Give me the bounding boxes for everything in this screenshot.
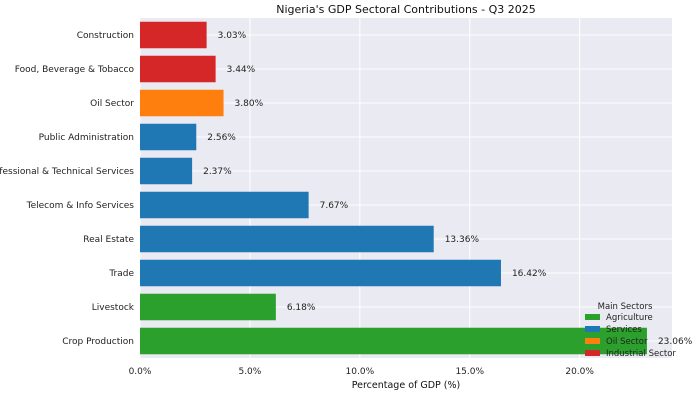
x-tick-label: 10.0% [346,367,375,377]
value-label: 3.80% [235,99,264,109]
x-axis-label: Percentage of GDP (%) [352,380,461,391]
x-tick-label: 5.0% [238,367,261,377]
value-label: 13.36% [445,235,480,245]
bar-telecom-info-services [140,191,309,219]
legend-label: Oil Sector [606,337,648,347]
x-tick-label: 0.0% [129,367,152,377]
bar-public-administration [140,123,197,151]
y-tick-label: Telecom & Info Services [26,201,135,211]
bars [140,21,647,355]
bar-construction [140,21,207,49]
y-tick-label: Professional & Technical Services [0,167,134,177]
axes: 0.0% 5.0% 10.0% 15.0% 20.0% Crop Production Li… [0,31,594,377]
value-label: 3.03% [218,31,247,41]
legend-label: Agriculture [606,313,653,323]
value-label: 16.42% [512,269,547,279]
y-tick-label: Livestock [92,303,135,313]
bar-professional-technical-services [140,157,193,185]
legend-title: Main Sectors [598,302,653,312]
bar-trade [140,259,501,287]
legend-swatch [585,350,600,356]
y-tick-label: Real Estate [83,235,134,245]
y-tick-label: Public Administration [39,133,134,143]
y-tick-label: Trade [108,269,134,279]
data-labels: 23.06% 6.18% 16.42% 13.36% 7.67% 2.37% 2.56% 3.… [203,31,693,347]
y-tick-label: Construction [77,31,134,41]
bar-real-estate [140,225,434,253]
bar-livestock [140,293,276,321]
y-tick-label: Oil Sector [90,99,134,109]
bar-crop-production [140,327,647,355]
value-label: 2.37% [203,167,232,177]
value-label: 2.56% [207,133,236,143]
value-label: 23.06% [658,337,693,347]
y-tick-label: Food, Beverage & Tobacco [15,65,135,75]
legend-swatch [585,326,600,332]
y-tick-label: Crop Production [62,337,134,347]
bar-food-beverage-tobacco [140,55,216,83]
value-label: 3.44% [227,65,256,75]
x-tick-label: 15.0% [455,367,484,377]
value-label: 7.67% [320,201,349,211]
legend-swatch [585,314,600,320]
legend-label: Industrial Sector [606,349,676,359]
bar-oil-sector [140,89,224,117]
x-tick-label: 20.0% [565,367,594,377]
value-label: 6.18% [287,303,316,313]
legend-swatch [585,338,600,344]
legend-label: Services [606,325,642,335]
chart-title: Nigeria's GDP Sectoral Contributions - Q… [276,3,536,16]
